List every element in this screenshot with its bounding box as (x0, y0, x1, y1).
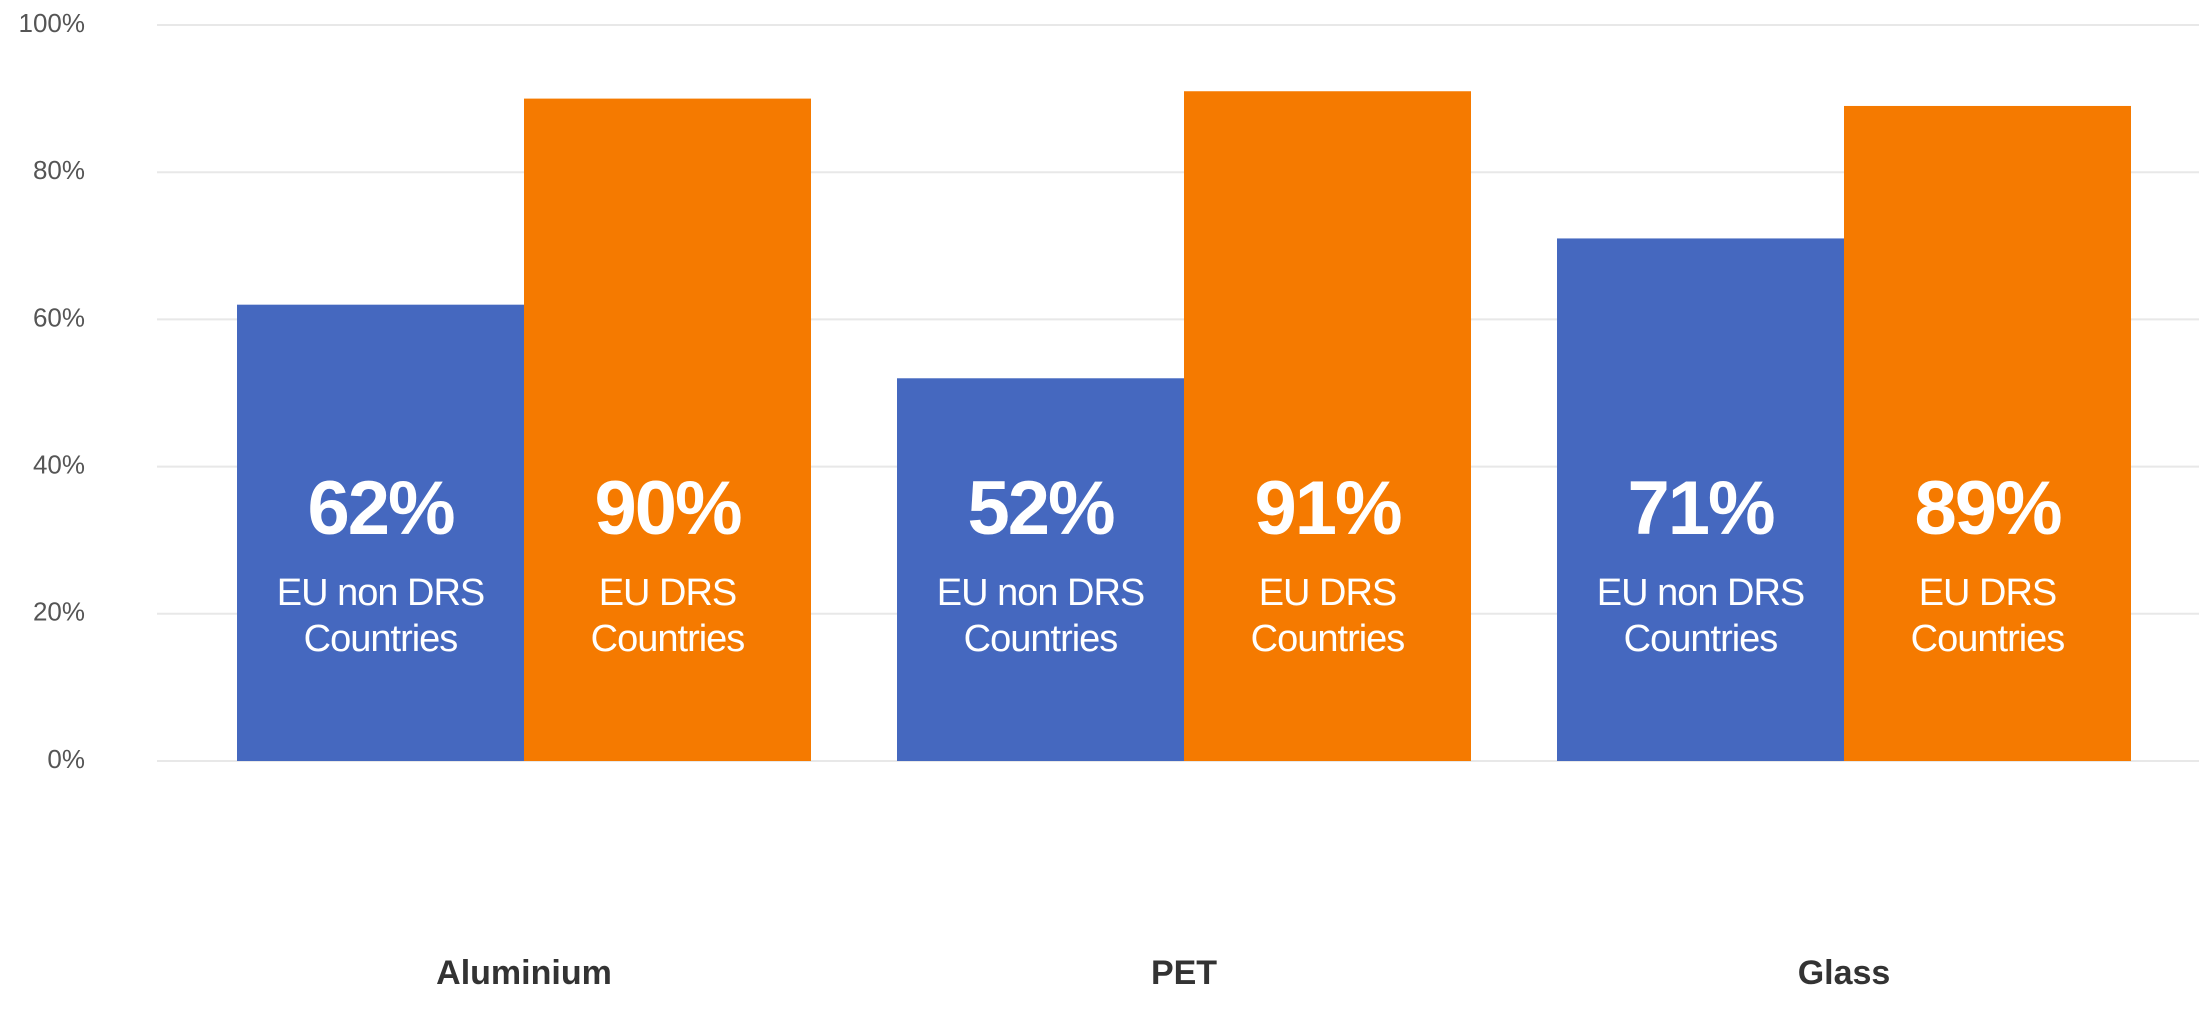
value-label: 52% (967, 466, 1115, 551)
x-tick-label: Aluminium (436, 954, 612, 992)
series-name: EU DRS Countries (590, 572, 746, 660)
series-name: EU DRS Countries (1910, 572, 2066, 660)
series-name: EU non DRS Countries (1596, 572, 1806, 660)
value-label: 71% (1627, 466, 1775, 551)
series-name: EU non DRS Countries (936, 572, 1146, 660)
y-tick-label: 60% (33, 302, 85, 332)
y-tick-label: 40% (33, 449, 85, 479)
series-name: EU non DRS Countries (276, 572, 486, 660)
value-label: 91% (1254, 466, 1402, 551)
y-tick-label: 20% (33, 597, 85, 627)
bar (1844, 105, 2131, 761)
value-label: 89% (1914, 466, 2062, 551)
bar (524, 98, 811, 762)
bar (897, 378, 1184, 761)
bar (1184, 91, 1471, 762)
x-tick-label: Glass (1798, 954, 1891, 992)
x-tick-label: PET (1151, 954, 1217, 992)
value-label: 62% (307, 466, 455, 551)
y-tick-label: 100% (19, 8, 86, 38)
series-name: EU DRS Countries (1250, 572, 1406, 660)
bar (1557, 238, 1844, 761)
bar (237, 304, 524, 761)
y-tick-label: 0% (47, 744, 85, 774)
value-label: 90% (594, 466, 742, 551)
y-tick-label: 80% (33, 155, 85, 185)
